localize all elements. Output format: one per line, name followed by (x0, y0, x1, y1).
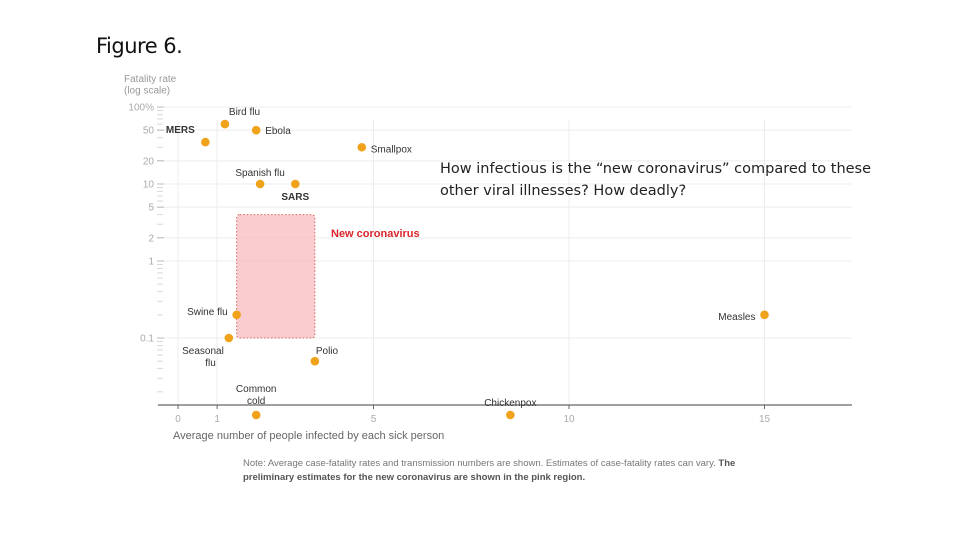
y-tick-label: 2 (148, 233, 154, 244)
y-axis-label: (log scale) (124, 86, 170, 97)
coronavirus-region-label: New coronavirus (331, 228, 420, 240)
point-chickenpox (506, 410, 515, 420)
x-tick-label: 0 (175, 414, 181, 425)
point-label-spanish-flu: Spanish flu (235, 168, 284, 179)
point-label-polio: Polio (316, 346, 339, 357)
x-tick-label: 5 (371, 414, 377, 425)
x-tick-label: 10 (563, 414, 575, 425)
x-tick-label: 1 (214, 414, 220, 425)
point-seasonal-flu (224, 333, 234, 343)
point-label-seasonal-flu: Seasonal flu (182, 346, 224, 369)
point-spanish-flu (255, 179, 265, 189)
y-axis-label: Fatality rate (124, 74, 177, 85)
point-bird-flu (220, 119, 230, 129)
x-axis-label: Average number of people infected by eac… (173, 430, 444, 442)
y-tick-label: 0.1 (140, 334, 154, 345)
point-polio (310, 356, 320, 366)
y-tick-label: 5 (148, 203, 154, 214)
point-sars (291, 179, 300, 189)
y-tick-label: 50 (143, 126, 155, 137)
point-label-sars: SARS (281, 192, 309, 203)
question-text: How infectious is the “new coronavirus” … (440, 161, 872, 199)
figure-title: Figure 6. (96, 34, 183, 58)
point-label-bird-flu: Bird flu (229, 107, 260, 118)
y-tick-label: 20 (143, 156, 155, 167)
point-label-mers: MERS (166, 125, 195, 136)
point-label-ebola: Ebola (265, 126, 291, 137)
point-common-cold (251, 410, 261, 420)
note-regular: Note: Average case-fatality rates and tr… (243, 458, 716, 469)
y-tick-label: 1 (148, 257, 154, 268)
coronavirus-region (236, 214, 316, 339)
x-tick-label: 15 (759, 414, 771, 425)
note-bold: The preliminary estimates for the new co… (243, 458, 736, 483)
point-ebola (251, 125, 261, 135)
point-smallpox (357, 142, 367, 152)
point-swine-flu (232, 310, 241, 320)
y-tick-label: 100% (128, 103, 154, 114)
point-label-common-cold: Common cold (236, 384, 277, 407)
point-label-chickenpox: Chickenpox (484, 398, 536, 409)
point-label-measles: Measles (718, 312, 755, 323)
point-measles (760, 310, 769, 320)
chart-note: Note: Average case-fatality rates and tr… (243, 457, 783, 485)
point-mers (201, 137, 210, 147)
point-label-smallpox: Smallpox (371, 144, 412, 155)
y-tick-label: 10 (143, 180, 155, 191)
point-label-swine-flu: Swine flu (187, 307, 228, 318)
